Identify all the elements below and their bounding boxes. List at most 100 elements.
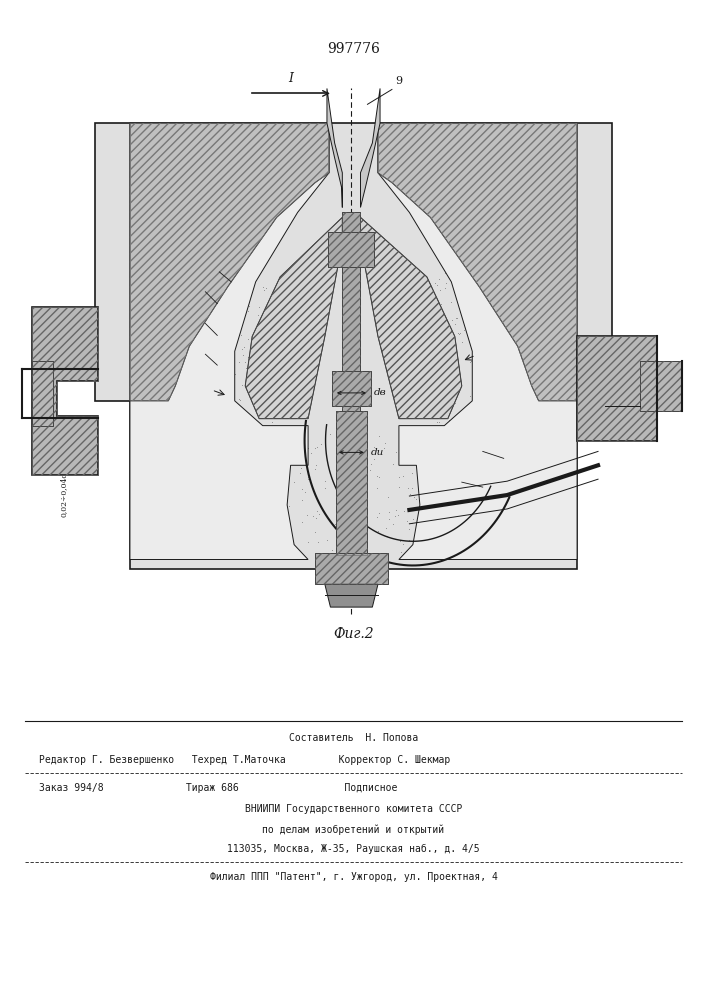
Point	[368, 439, 380, 455]
Point	[187, 383, 199, 399]
Point	[200, 319, 211, 335]
Point	[214, 399, 225, 415]
Point	[207, 469, 218, 485]
Point	[561, 486, 573, 502]
Point	[484, 236, 495, 252]
Point	[503, 355, 514, 371]
Point	[448, 438, 460, 454]
Point	[229, 423, 240, 439]
Point	[182, 207, 194, 223]
Point	[511, 405, 522, 421]
Point	[387, 456, 399, 472]
Point	[514, 250, 525, 266]
Point	[173, 152, 185, 168]
Point	[279, 453, 291, 469]
Point	[132, 531, 143, 547]
Point	[138, 539, 149, 555]
Point	[511, 286, 522, 302]
Point	[463, 466, 474, 482]
Point	[525, 359, 537, 375]
Point	[231, 154, 243, 170]
Point	[141, 441, 153, 457]
Point	[544, 234, 555, 250]
Point	[501, 165, 512, 181]
Point	[137, 143, 148, 159]
Point	[155, 534, 166, 550]
Point	[563, 237, 575, 253]
Point	[159, 323, 170, 339]
Point	[433, 365, 444, 381]
Point	[262, 480, 274, 496]
Point	[257, 279, 269, 295]
Point	[252, 251, 264, 267]
Point	[178, 401, 189, 417]
Point	[139, 488, 150, 504]
Point	[253, 457, 264, 473]
Point	[438, 339, 449, 355]
Point	[434, 271, 445, 287]
Point	[497, 188, 508, 204]
Point	[472, 505, 483, 521]
Point	[410, 501, 421, 517]
Point	[558, 395, 569, 411]
Point	[491, 520, 503, 536]
Point	[491, 295, 502, 311]
Point	[255, 436, 266, 452]
Point	[320, 480, 331, 496]
Point	[557, 222, 568, 238]
Point	[402, 451, 413, 467]
Point	[501, 307, 512, 323]
Point	[201, 533, 213, 549]
Point	[500, 330, 511, 346]
Point	[249, 420, 260, 436]
Point	[551, 264, 562, 280]
Point	[185, 294, 197, 310]
Point	[392, 507, 403, 523]
Point	[159, 305, 170, 321]
Point	[378, 440, 390, 456]
Point	[229, 172, 240, 188]
Point	[284, 498, 295, 514]
Point	[263, 325, 274, 341]
Point	[129, 531, 140, 547]
Point	[311, 439, 322, 455]
Point	[504, 342, 515, 358]
Point	[226, 496, 238, 512]
Point	[240, 512, 252, 528]
Point	[173, 367, 184, 383]
Point	[550, 404, 561, 420]
Point	[510, 313, 521, 329]
Point	[226, 392, 238, 408]
Point	[450, 123, 462, 139]
Point	[344, 546, 355, 562]
Point	[468, 198, 479, 214]
Point	[372, 468, 383, 484]
Point	[409, 530, 421, 546]
Point	[239, 354, 250, 370]
Point	[547, 376, 559, 392]
Point	[130, 448, 141, 464]
Point	[568, 269, 579, 285]
Point	[193, 527, 204, 543]
Point	[247, 235, 258, 251]
Point	[154, 295, 165, 311]
Point	[554, 225, 566, 241]
Point	[267, 435, 278, 451]
Point	[199, 512, 211, 528]
Point	[515, 471, 527, 487]
Point	[545, 417, 556, 433]
Point	[218, 239, 230, 255]
Point	[486, 293, 498, 309]
Point	[266, 362, 277, 378]
Point	[537, 166, 549, 182]
Point	[253, 489, 264, 505]
Point	[180, 193, 191, 209]
Point	[467, 187, 478, 203]
Point	[433, 203, 444, 219]
Point	[403, 480, 414, 496]
Point	[438, 151, 450, 167]
Point	[561, 313, 572, 329]
Point	[502, 290, 513, 306]
Point	[560, 125, 571, 141]
Point	[452, 374, 463, 390]
